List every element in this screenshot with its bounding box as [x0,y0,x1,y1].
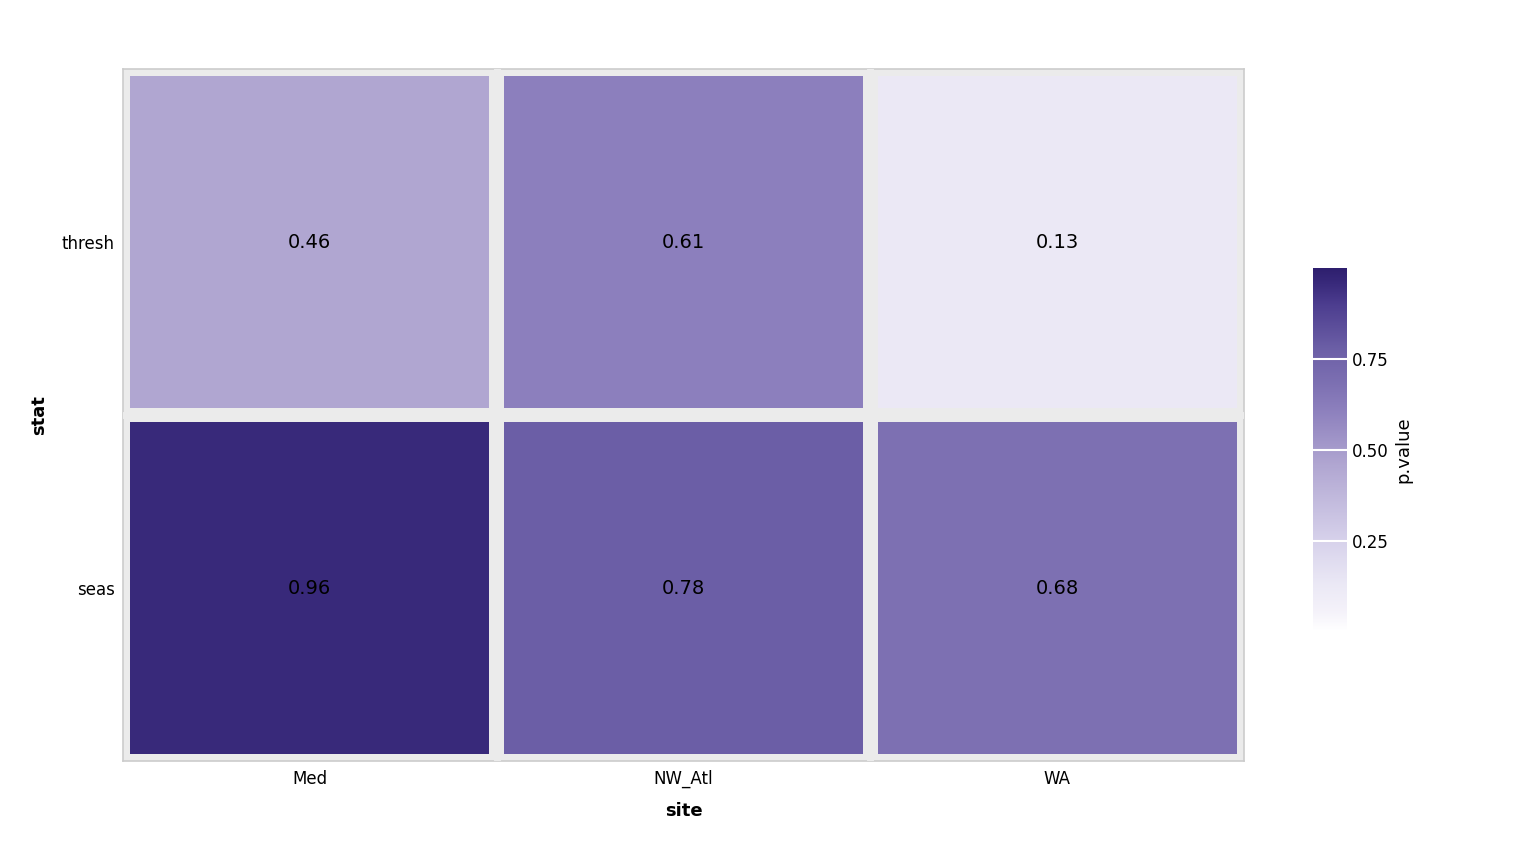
X-axis label: site: site [665,802,702,820]
Bar [879,422,1236,754]
Y-axis label: stat: stat [29,395,48,435]
Text: 0.13: 0.13 [1035,233,1078,252]
Text: 0.61: 0.61 [662,233,705,252]
Text: 0.96: 0.96 [289,579,332,598]
Y-axis label: p.value: p.value [1395,416,1413,484]
Bar [131,76,488,408]
Bar [879,76,1236,408]
Bar [504,76,863,408]
Text: 0.68: 0.68 [1035,579,1078,598]
Bar [504,422,863,754]
Bar [131,422,488,754]
Text: 0.78: 0.78 [662,579,705,598]
Text: 0.46: 0.46 [289,233,332,252]
